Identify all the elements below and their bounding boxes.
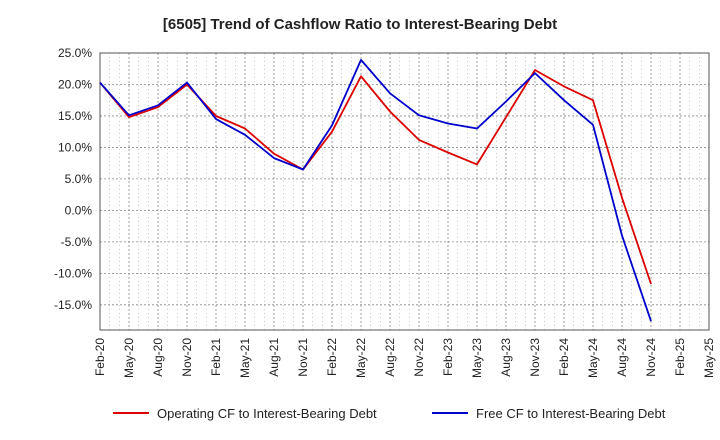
y-tick-label: -5.0% — [61, 235, 93, 249]
x-tick-label: Feb-20 — [93, 338, 107, 376]
x-tick-label: Nov-23 — [528, 338, 542, 377]
x-tick-label: Nov-20 — [180, 338, 194, 377]
x-tick-label: Aug-21 — [267, 338, 281, 377]
x-tick-label: Feb-24 — [557, 338, 571, 376]
series-line-operating-cf — [99, 69, 652, 285]
series-line-free-cf — [99, 59, 652, 322]
y-axis-ticks: 25.0% 20.0% 15.0% 10.0% 5.0% 0.0% -5.0% -10.0% -… — [54, 46, 92, 312]
chart-title: [6505] Trend of Cashflow Ratio to Intere… — [162, 16, 558, 33]
x-tick-label: Feb-25 — [673, 338, 687, 376]
x-tick-label: May-24 — [586, 338, 600, 378]
legend-label: Operating CF to Interest-Bearing Debt — [157, 406, 377, 421]
legend-label: Free CF to Interest-Bearing Debt — [476, 406, 666, 421]
y-tick-label: 20.0% — [58, 77, 92, 91]
series-layer — [99, 59, 652, 322]
x-tick-label: Aug-24 — [615, 338, 629, 377]
grid — [99, 52, 710, 330]
y-tick-label: 10.0% — [58, 140, 92, 154]
y-tick-label: 25.0% — [58, 46, 92, 60]
y-tick-label: 5.0% — [65, 172, 93, 186]
x-axis-ticks: Feb-20 May-20 Aug-20 Nov-20 Feb-21 May-21 Aug-… — [93, 338, 716, 378]
y-tick-label: -15.0% — [54, 298, 92, 312]
x-tick-label: Aug-20 — [151, 338, 165, 377]
x-tick-label: Feb-22 — [325, 338, 339, 376]
x-tick-label: Nov-22 — [412, 338, 426, 377]
x-tick-label: May-21 — [238, 338, 252, 378]
y-tick-label: 15.0% — [58, 109, 92, 123]
x-tick-label: May-22 — [354, 338, 368, 378]
x-tick-label: May-20 — [122, 338, 136, 378]
y-tick-label: -10.0% — [54, 266, 92, 280]
x-tick-label: May-25 — [702, 338, 716, 378]
plot-frame — [99, 52, 710, 331]
x-tick-label: May-23 — [470, 338, 484, 378]
y-tick-label: 0.0% — [65, 203, 93, 217]
x-tick-label: Feb-21 — [209, 338, 223, 376]
x-tick-label: Aug-23 — [499, 338, 513, 377]
x-tick-label: Nov-21 — [296, 338, 310, 377]
x-tick-label: Aug-22 — [383, 338, 397, 377]
x-tick-label: Nov-24 — [644, 338, 658, 377]
legend: Operating CF to Interest-Bearing Debt Fre… — [113, 406, 666, 421]
x-tick-label: Feb-23 — [441, 338, 455, 376]
